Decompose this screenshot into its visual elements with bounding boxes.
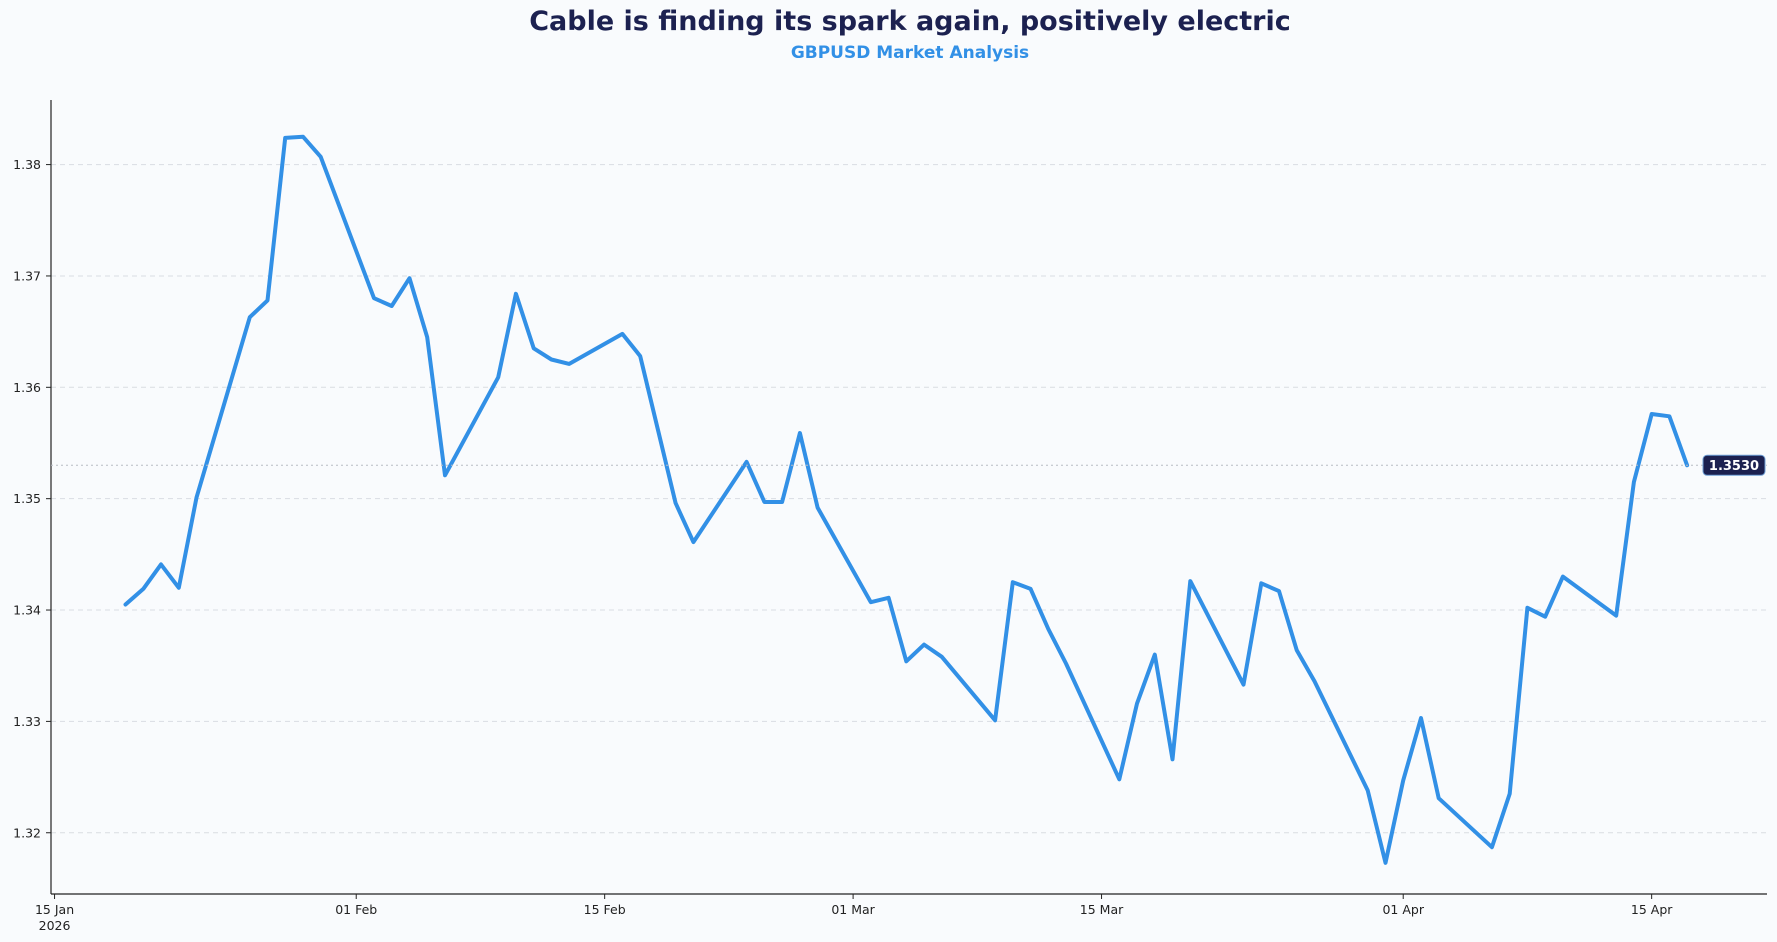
data-point [1651, 413, 1653, 415]
y-tick-label: 1.36 [13, 380, 41, 395]
x-tick-label: 01 Feb [335, 902, 377, 917]
data-point [1242, 684, 1245, 686]
data-point [284, 137, 286, 139]
data-point [408, 277, 411, 279]
data-point [1118, 778, 1120, 780]
data-point [497, 376, 499, 378]
data-point [1491, 846, 1493, 848]
data-point [444, 474, 446, 476]
data-point [1012, 581, 1014, 583]
data-point [1526, 607, 1529, 609]
data-point [142, 588, 144, 590]
series-layer [123, 134, 1690, 865]
data-point [692, 541, 694, 543]
data-point [870, 601, 872, 603]
data-point [1313, 680, 1316, 682]
last-value-label: 1.3530 [1709, 459, 1759, 474]
x-tick-label: 15 Jan [35, 902, 74, 917]
data-point [178, 587, 180, 589]
data-point [1668, 415, 1670, 417]
data-point [639, 355, 641, 357]
data-point [302, 136, 304, 138]
y-tick-label: 1.35 [13, 491, 41, 506]
data-point [1367, 789, 1369, 792]
chart-subtitle: GBPUSD Market Analysis [790, 43, 1030, 63]
data-point [941, 656, 943, 658]
data-point [1296, 649, 1298, 651]
data-point [1029, 588, 1032, 590]
x-tick-label: 01 Apr [1382, 902, 1424, 917]
data-point [1544, 616, 1546, 618]
data-point [1189, 580, 1191, 582]
data-point [817, 506, 819, 509]
data-point [1047, 628, 1049, 630]
data-point [160, 563, 162, 565]
y-tick-label: 1.34 [13, 603, 41, 618]
last-value-badge [1702, 454, 1766, 476]
data-point [923, 643, 925, 646]
data-point [994, 719, 996, 721]
data-point [1171, 758, 1174, 760]
y-tick-label: 1.33 [13, 714, 41, 729]
data-point [1438, 797, 1440, 799]
data-point [568, 363, 570, 365]
x-tick-label: 15 Apr [1631, 902, 1673, 917]
y-tick-label: 1.32 [13, 825, 41, 840]
data-point [657, 429, 659, 431]
data-point [1562, 576, 1564, 578]
data-point [746, 461, 748, 463]
x-tick-label: 01 Mar [831, 902, 875, 917]
data-point [1278, 590, 1280, 592]
gridlines [51, 164, 1767, 834]
data-point [1260, 582, 1262, 584]
data-point [1420, 717, 1422, 719]
data-point [1065, 662, 1067, 665]
data-point [1509, 793, 1511, 795]
data-point [1136, 702, 1138, 705]
data-point [1402, 779, 1404, 782]
data-point [391, 305, 393, 307]
data-point [887, 597, 890, 599]
data-point [675, 502, 677, 504]
data-point [515, 293, 517, 295]
data-point [781, 501, 783, 503]
data-point [1633, 481, 1635, 483]
data-point [249, 316, 251, 318]
y-tick-label: 1.37 [13, 268, 41, 283]
y-tick-label: 1.38 [13, 157, 41, 172]
series-line-gbpusd [123, 134, 1690, 865]
data-point [799, 432, 801, 434]
data-point [266, 299, 269, 302]
chart-title: Cable is finding its spark again, positi… [529, 6, 1291, 37]
data-point [373, 297, 375, 299]
data-point [426, 336, 428, 338]
data-point [621, 333, 624, 335]
data-point [124, 603, 127, 606]
data-point [1615, 614, 1617, 617]
last-value-badge-group: 1.3530 [51, 454, 1767, 476]
data-point [905, 660, 907, 662]
data-point [195, 496, 198, 499]
data-point [550, 358, 553, 361]
x-tick-label: 15 Feb [584, 902, 626, 917]
data-point [1154, 653, 1156, 656]
data-point [1384, 862, 1387, 864]
data-point [763, 501, 765, 503]
data-point [320, 156, 322, 158]
x-tick-sublabel: 2026 [39, 918, 71, 933]
x-tick-label: 15 Mar [1080, 902, 1124, 917]
data-point [533, 347, 535, 349]
